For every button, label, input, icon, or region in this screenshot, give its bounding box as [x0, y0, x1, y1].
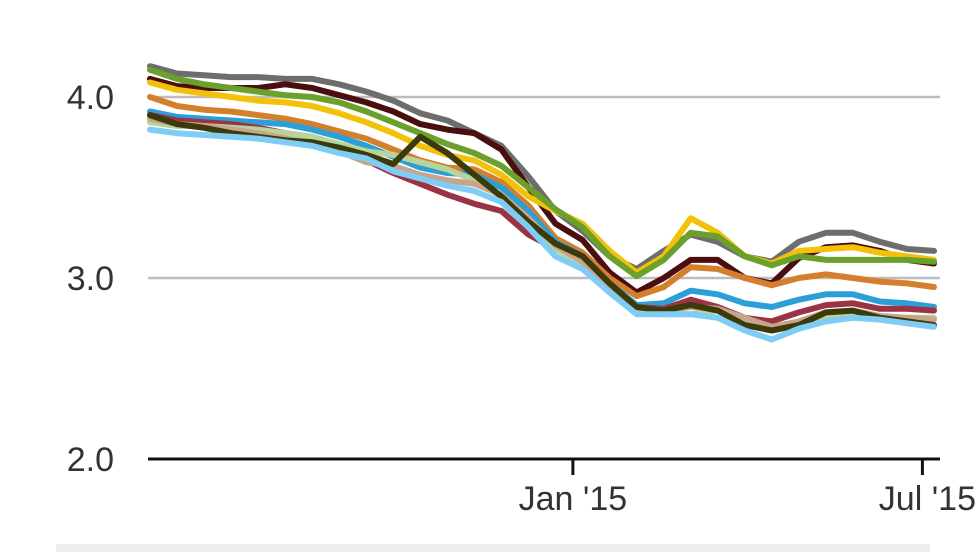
series-line-4 [147, 66, 937, 280]
x-tick-label: Jul '15 [879, 480, 976, 518]
series-line-3 [147, 79, 937, 276]
y-tick-label: 3.0 [67, 260, 114, 298]
y-tick-label: 4.0 [67, 79, 114, 117]
series-line-11 [147, 126, 937, 343]
x-axis [148, 457, 940, 475]
series-lines [147, 63, 937, 343]
y-tick-labels: 4.0 3.0 2.0 [67, 79, 114, 479]
footer-bar [56, 544, 930, 552]
y-tick-label: 2.0 [67, 441, 114, 479]
series-line-1 [147, 63, 937, 272]
x-tick-label: Jan '15 [519, 480, 628, 518]
series-line-6 [147, 108, 937, 310]
x-tick-labels: Jan '15 Jul '15 [519, 480, 976, 518]
